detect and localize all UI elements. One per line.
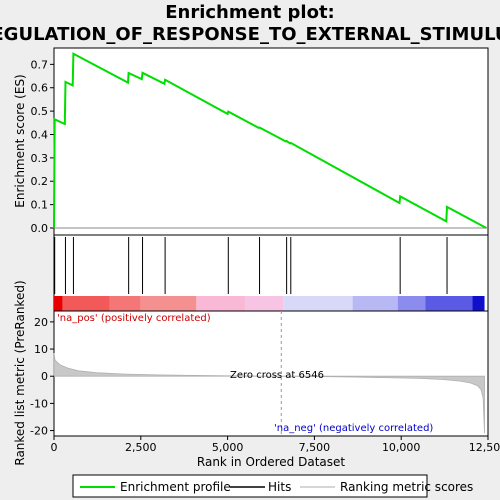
xtick-label: 2,500 — [125, 441, 157, 454]
ranking-bar-segment — [140, 296, 197, 311]
legend-enrichment-label: Enrichment profile — [120, 480, 231, 494]
ranking-bar-segment — [397, 296, 426, 311]
metric-ytick-label: 10 — [34, 343, 48, 356]
metric-ytick-label: 20 — [34, 316, 48, 329]
ranking-bar-segment — [244, 296, 284, 311]
x-axis-label: Rank in Ordered Dataset — [197, 455, 345, 469]
xtick-label: 7,500 — [299, 441, 331, 454]
es-y-ticks: 0.0 0.1 0.2 0.3 0.4 0.5 0.6 0.7 — [31, 58, 54, 235]
metric-y-axis-label: Ranked list metric (PreRanked) — [13, 280, 27, 465]
enrichment-profile-line — [53, 52, 487, 229]
es-ytick-label: 0.3 — [31, 152, 49, 165]
metric-ytick-label: -10 — [30, 397, 48, 410]
es-ytick-label: 0.1 — [31, 199, 49, 212]
ranking-bar-segment — [196, 296, 245, 311]
ranking-bar-segment — [283, 296, 353, 311]
xtick-label: 10,000 — [382, 441, 421, 454]
legend-metric-label: Ranking metric scores — [340, 480, 473, 494]
ranking-bar-segment — [54, 296, 63, 311]
zero-cross-label: Zero cross at 6546 — [230, 370, 324, 381]
neg-label: 'na_neg' (negatively correlated) — [274, 423, 433, 434]
ranking-bar-segment — [109, 296, 141, 311]
ranking-bar-segment — [352, 296, 398, 311]
ranking-bar-segment — [62, 296, 110, 311]
es-ytick-label: 0.0 — [31, 222, 49, 235]
xtick-label: 5,000 — [212, 441, 244, 454]
metric-plot-area — [53, 310, 489, 437]
es-ytick-label: 0.6 — [31, 82, 49, 95]
xtick-label: 12,500 — [469, 441, 500, 454]
es-layer — [53, 52, 488, 229]
es-ytick-label: 0.7 — [31, 58, 49, 71]
ranking-bar — [54, 296, 485, 311]
legend-hits-label: Hits — [268, 480, 291, 494]
metric-ytick-label: 0 — [41, 370, 48, 383]
ranking-bar-segment — [472, 296, 485, 311]
es-plot-area — [53, 47, 489, 236]
legend-box — [72, 474, 428, 498]
ranking-bar-segment — [425, 296, 473, 311]
ranking-metric-area — [53, 353, 485, 434]
title-line2: REGULATION_OF_RESPONSE_TO_EXTERNAL_STIMU… — [0, 24, 500, 45]
metric-layer — [53, 311, 485, 436]
metric-ytick-label: -20 — [30, 425, 48, 438]
es-y-axis-label: Enrichment score (ES) — [13, 74, 27, 207]
es-ytick-label: 0.4 — [31, 128, 49, 141]
pos-label: 'na_pos' (positively correlated) — [57, 313, 211, 324]
es-ytick-label: 0.2 — [31, 175, 49, 188]
hits-layer — [54, 237, 448, 294]
title-line1: Enrichment plot: — [165, 2, 335, 23]
es-ytick-label: 0.5 — [31, 105, 49, 118]
xtick-label: 0 — [51, 441, 58, 454]
